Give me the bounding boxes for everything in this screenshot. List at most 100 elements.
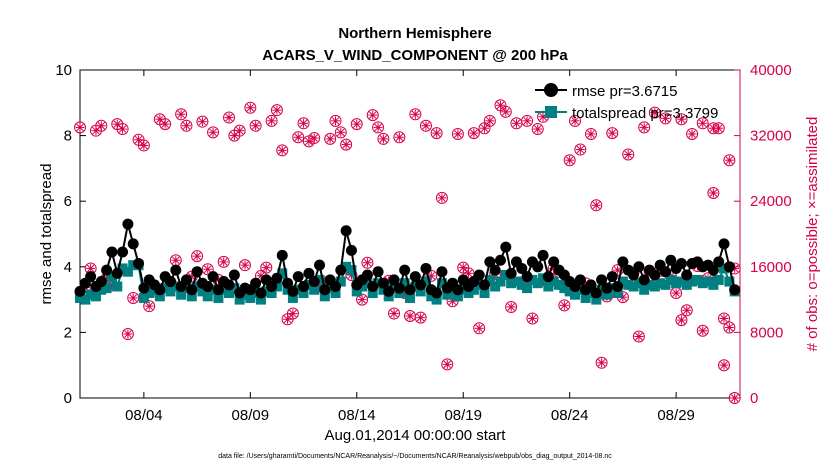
obs-possible-point [558,299,571,312]
y-tick-label: 8 [64,128,72,145]
rmse-point [659,266,671,278]
obs-possible-point [350,118,363,131]
obs-possible-point [526,312,539,325]
obs-assimilated-point [730,393,740,403]
obs-possible-point [648,106,661,119]
obs-cross-d2 [129,294,137,302]
totalspread-point [293,284,304,295]
obs-assimilated-point [698,118,708,128]
obs-possible-point [409,108,422,121]
obs-assimilated-point [586,129,596,139]
totalspread-point [617,276,628,287]
totalspread-point [527,274,538,285]
totalspread-point [122,266,133,277]
obs-assimilated-point [288,309,298,319]
obs-possible-point [329,114,342,127]
rmse-point [138,282,150,294]
obs-possible-point [223,111,236,124]
rmse-point [596,274,608,286]
y2-tick-label: 0 [750,390,758,407]
obs-cross-d2 [209,128,217,137]
totalspread-point [399,278,410,289]
obs-possible-point [680,304,693,317]
obs-possible-point [270,104,283,117]
obs-assimilated-point [607,128,617,138]
totalspread-point [468,284,479,295]
obs-cross-d2 [198,117,207,126]
totalspread-point [506,278,517,289]
obs-possible-point [249,119,262,132]
obs-possible-point [74,121,86,134]
rmse-point [601,282,613,294]
obs-cross-d2 [416,313,425,322]
obs-cross-d2 [257,272,265,280]
obs-cross-d2 [118,125,127,133]
obs-assimilated-point [682,305,692,315]
obs-cross-d2 [587,130,595,138]
totalspread-point [410,281,421,292]
x-tick-label: 08/24 [551,407,589,424]
totalspread-point [633,278,644,289]
obs-possible-point [324,132,337,145]
obs-possible-point [622,148,635,161]
obs-assimilated-point [575,145,585,155]
totalspread-point [511,276,522,287]
obs-cross-d2 [709,189,718,197]
obs-cross-d2 [677,115,686,123]
obs-assimilated-point [719,360,729,370]
rmse-point [681,269,693,281]
y2-tick-label: 40000 [750,62,792,79]
obs-cross-d2 [560,301,569,310]
totalspread-point [671,278,682,289]
tick-labels: 08/04 08/09 08/14 08/19 08/24 08/29 0 2 4 6 8 10 0 80… [55,62,791,424]
totalspread-point [266,288,277,299]
obs-assimilated-point [559,300,569,310]
obs-assimilated-point [330,116,340,126]
obs-cross-d2 [299,119,308,128]
rmse-point [122,218,134,230]
totalspread-point [330,288,341,299]
obs-cross-d2 [251,122,260,130]
rmse-point [271,272,283,284]
obs-cross-d2 [624,150,632,159]
obs-possible-point [712,122,725,135]
y-tick-label: 10 [55,62,72,79]
obs-cross-d2 [193,252,201,260]
legend: rmse pr=3.6715 totalspread pr=3.3799 [535,83,718,122]
obs-assimilated-point [197,117,207,127]
obs-possible-point [632,330,645,343]
rmse-point [303,267,315,279]
obs-assimilated-point [437,193,447,203]
obs-assimilated-point [267,116,277,126]
obs-possible-point [675,113,688,126]
obs-cross-d2 [262,263,271,272]
totalspread-point [484,274,495,285]
obs-possible-point [696,324,709,337]
obs-possible-point [276,144,289,157]
obs-possible-point [265,114,278,127]
totalspread-point [314,274,325,285]
totalspread-point [644,279,655,290]
totalspread-point [335,276,346,287]
obs-possible-point [451,127,464,140]
totalspread-point [367,288,378,299]
obs-cross-d2 [720,314,728,323]
obs-assimilated-point [634,332,644,341]
y2-tick-label: 16000 [750,259,792,276]
y-tick-label: 4 [64,259,72,276]
obs-possible-point [473,322,486,335]
totalspread-point [522,283,533,294]
totalspread-point [282,284,293,295]
obs-assimilated-point [272,105,282,115]
obs-cross-d2 [246,103,255,112]
rmse-point [452,284,464,296]
totalspread-point [287,292,298,303]
obs-assimilated-point [714,123,724,133]
rmse-point [723,261,735,273]
rmse-point [473,269,485,281]
rmse-point [479,279,491,291]
rmse-point [489,264,501,276]
totalspread-point [240,289,250,300]
obs-possible-point [606,127,619,140]
obs-cross-d2 [459,263,467,272]
